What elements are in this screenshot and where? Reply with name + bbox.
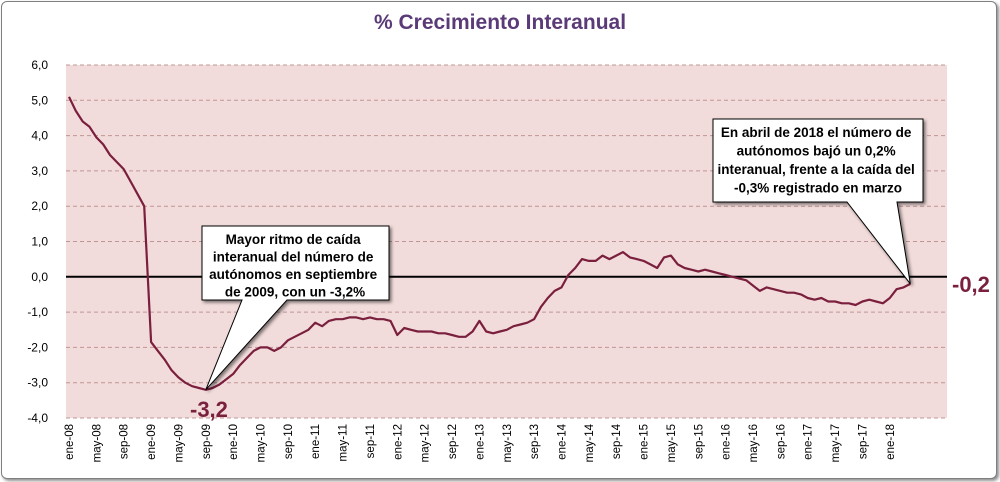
callout-minimum-line: de 2009, con un -3,2% [225,285,365,300]
callout-minimum-box [201,225,390,391]
x-tick-label: may-13 [502,424,514,462]
y-tick-label: 5,0 [31,93,48,107]
chart-title: % Crecimiento Interanual [374,11,626,34]
x-tick-label: sep-09 [201,424,213,459]
x-tick-label: may-10 [256,424,268,462]
series-line [68,96,911,391]
x-tick-label: sep-12 [447,424,459,459]
x-axis-ticks: ene-08 may-08 sep-08 ene-09 may-09 sep-09 ene-… [64,423,897,462]
x-tick-label: may-12 [420,424,432,462]
x-tick-label: sep-15 [693,424,705,459]
x-tick-label: may-17 [830,424,842,462]
callout-last-line: autónomos bajó un 0,2% [737,144,896,159]
x-tick-label: sep-11 [365,424,377,458]
plot-area [66,65,947,418]
x-tick-label: ene-09 [146,424,158,460]
y-axis-ticks: 6,0 5,0 4,0 3,0 2,0 1,0 0,0 -1,0 -2,0 -3,0 -4,0 [27,58,48,425]
y-tick-label: 0,0 [31,270,48,284]
x-tick-label: may-14 [584,423,596,462]
x-tick-label: ene-17 [803,424,815,460]
svg-text:Mayor ritmo de caída i: Mayor ritmo de caída interanual del núme… [209,232,381,300]
min-value-label: -3,2 [190,397,228,422]
x-tick-label: sep-13 [529,424,541,459]
x-tick-label: ene-10 [228,424,240,460]
y-tick-label: -1,0 [27,305,48,319]
callout-last-box [712,118,924,285]
callout-minimum: Mayor ritmo de caída interanual del núme… [201,225,390,391]
x-tick-label: sep-14 [611,423,623,459]
x-tick-label: sep-17 [857,424,869,459]
x-tick-label: ene-14 [556,423,568,459]
callout-last-line: interanual, frente a la caída del [717,162,914,177]
y-tick-label: 6,0 [31,58,48,72]
x-tick-label: may-11 [338,424,350,462]
x-tick-label: ene-11 [310,424,322,459]
x-tick-label: ene-12 [392,424,404,460]
last-value-label: -0,2 [952,272,990,297]
callout-minimum-line: interanual del número de [213,250,374,265]
callout-last-line: -0,3% registrado en marzo [734,181,902,196]
y-tick-label: 1,0 [31,235,48,249]
x-tick-label: ene-18 [885,424,897,460]
y-tick-label: -4,0 [27,411,48,425]
x-tick-label: sep-10 [283,424,295,459]
x-tick-label: sep-16 [775,424,787,459]
x-tick-label: ene-16 [721,424,733,460]
x-tick-label: may-16 [748,424,760,462]
y-tick-label: 2,0 [31,199,48,213]
callout-last-value: En abril de 2018 el número de autónomos … [712,118,924,285]
y-tick-label: -2,0 [27,340,48,354]
y-tick-label: 3,0 [31,164,48,178]
callout-minimum-line: Mayor ritmo de caída [226,232,362,247]
callout-minimum-line: autónomos en septiembre [209,267,378,282]
x-tick-label: ene-08 [64,424,76,460]
x-tick-label: may-08 [91,424,103,462]
x-tick-label: ene-15 [639,424,651,460]
x-tick-label: may-15 [666,424,678,462]
callout-last-line: En abril de 2018 el número de [721,125,912,140]
x-tick-label: may-09 [173,424,185,462]
y-tick-label: -3,0 [27,376,48,390]
x-tick-label: ene-13 [474,424,486,460]
x-tick-label: sep-08 [119,424,131,459]
y-tick-label: 4,0 [31,129,48,143]
svg-text:En abril de 2018 el número de: En abril de 2018 el número de autónomos … [717,125,918,196]
